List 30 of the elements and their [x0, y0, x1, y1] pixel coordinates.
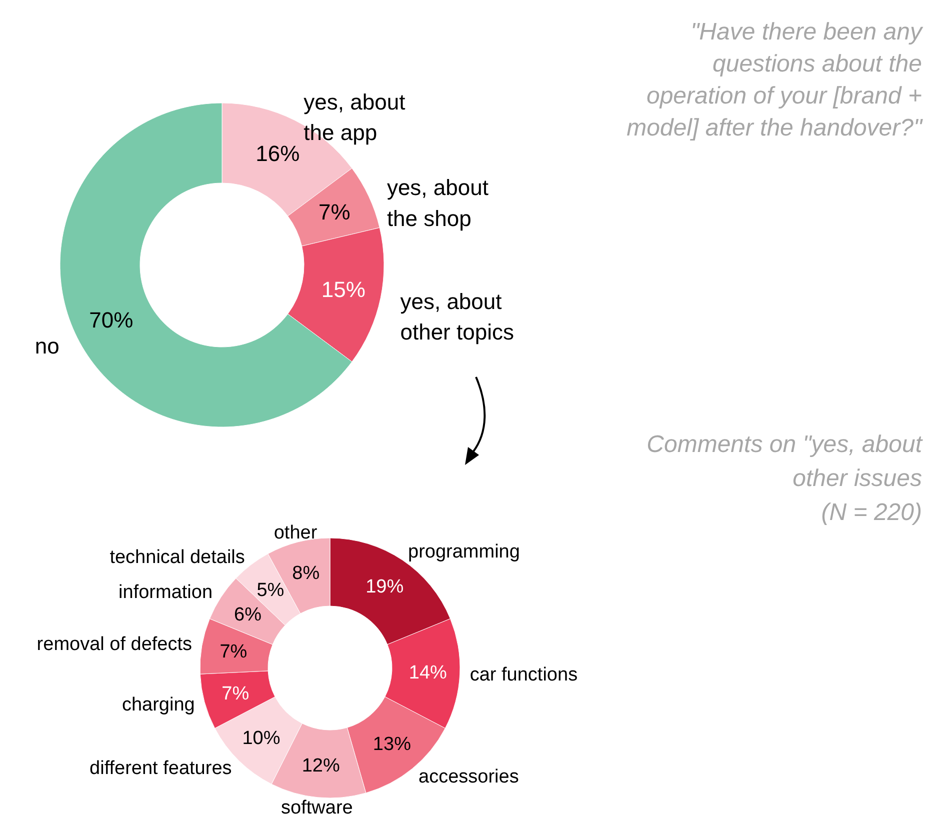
- data-label: 16%: [256, 141, 300, 166]
- data-label: 13%: [372, 734, 412, 755]
- text: Comments on "yes, about other issues (N = 220): [646, 431, 924, 526]
- slice-label: information: [118, 582, 213, 603]
- data-label: 14%: [408, 662, 448, 684]
- data-label: 6%: [234, 604, 262, 626]
- data-label: 15%: [321, 277, 366, 302]
- data-label: 7%: [222, 684, 250, 705]
- slice-label: different features: [90, 758, 232, 779]
- slice-label: removal of defects: [36, 634, 192, 656]
- slice-label: car functions: [470, 664, 578, 686]
- data-label: 7%: [318, 200, 350, 225]
- slice-label: programming: [408, 542, 520, 563]
- slice-label: charging: [122, 694, 195, 716]
- slice-label: no: [34, 334, 60, 359]
- data-label: 70%: [89, 308, 134, 333]
- data-label: 7%: [220, 641, 248, 662]
- slice-label: yes, about other topics: [400, 288, 514, 345]
- slice-label: yes, about the shop: [386, 175, 488, 231]
- data-label: 5%: [256, 580, 284, 602]
- data-label: 12%: [302, 756, 340, 777]
- slice-label: accessories: [418, 766, 519, 788]
- data-label: 19%: [366, 576, 404, 598]
- slice-label: technical details: [110, 546, 245, 568]
- slice-label: software: [281, 797, 353, 818]
- slice-label: yes, about the app: [304, 89, 406, 146]
- slice-label: other: [274, 522, 318, 544]
- data-label: 8%: [292, 563, 320, 584]
- data-label: 10%: [242, 728, 280, 749]
- text: "Have there been any questions about the operation of your [brand + model] after the handover?": [626, 18, 924, 142]
